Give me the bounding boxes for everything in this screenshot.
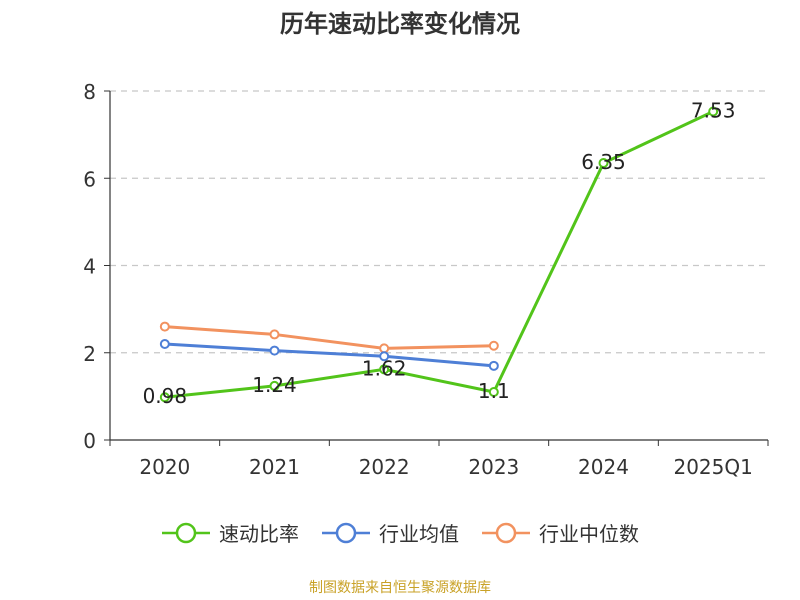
data-label: 0.98 [143, 384, 188, 408]
data-point[interactable] [159, 321, 170, 332]
legend-item[interactable]: 行业均值 [321, 518, 459, 547]
series-line [164, 325, 494, 350]
data-point[interactable] [379, 351, 390, 362]
x-tick-label: 2024 [578, 455, 629, 479]
legend-swatch-icon [322, 522, 370, 543]
data-label: 6.35 [581, 150, 626, 174]
legend-swatch-icon [162, 522, 210, 543]
y-tick-label: 4 [83, 255, 96, 279]
series-line [164, 342, 494, 368]
line-chart: 0 2 4 6 8 2020 2021 2022 2023 2024 2025Q1 0.98 1.24 1… [83, 80, 769, 479]
x-tick-label: 2022 [359, 455, 410, 479]
data-label: 7.53 [691, 99, 736, 123]
legend: 速动比率 行业均值 行业中位数 [0, 518, 800, 547]
data-point[interactable] [159, 392, 170, 403]
series-line [164, 110, 714, 399]
y-tick-label: 6 [83, 167, 96, 191]
data-point[interactable] [379, 343, 390, 354]
legend-label: 行业均值 [379, 522, 459, 546]
data-label: 1.24 [252, 373, 297, 397]
data-label: 1.62 [362, 356, 407, 380]
x-tick-label: 2025Q1 [673, 455, 752, 479]
y-tick-label: 2 [83, 342, 96, 366]
legend-item[interactable]: 行业中位数 [481, 518, 639, 547]
y-tick-label: 0 [83, 429, 96, 453]
x-tick-label: 2023 [468, 455, 519, 479]
data-point[interactable] [488, 387, 499, 398]
data-point[interactable] [598, 157, 609, 168]
data-point[interactable] [159, 339, 170, 350]
data-point[interactable] [269, 380, 280, 391]
data-point[interactable] [379, 364, 390, 375]
x-tick-label: 2020 [139, 455, 190, 479]
data-label: 1.1 [478, 379, 510, 403]
source-note: 制图数据来自恒生聚源数据库 [309, 580, 491, 596]
y-tick-label: 8 [83, 80, 96, 104]
legend-label: 行业中位数 [539, 522, 639, 546]
legend-item[interactable]: 速动比率 [161, 518, 299, 547]
data-point[interactable] [488, 360, 499, 371]
x-tick-label: 2021 [249, 455, 300, 479]
legend-label: 速动比率 [219, 522, 299, 546]
data-point[interactable] [269, 329, 280, 340]
data-point[interactable] [269, 345, 280, 356]
chart-title: 历年速动比率变化情况 [280, 10, 520, 38]
data-point[interactable] [708, 106, 719, 117]
data-point[interactable] [488, 340, 499, 351]
legend-swatch-icon [482, 522, 530, 543]
